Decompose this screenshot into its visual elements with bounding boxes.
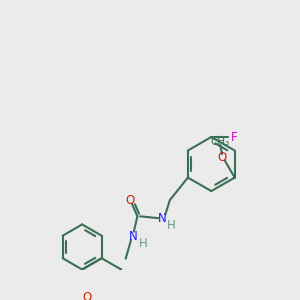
Text: N: N xyxy=(128,230,137,243)
Text: O: O xyxy=(82,291,91,300)
Text: H: H xyxy=(138,237,147,250)
Text: O: O xyxy=(126,194,135,207)
Text: CH₃: CH₃ xyxy=(211,136,230,146)
Text: F: F xyxy=(230,130,237,143)
Text: N: N xyxy=(158,212,167,225)
Text: O: O xyxy=(218,151,227,164)
Text: H: H xyxy=(167,219,176,232)
